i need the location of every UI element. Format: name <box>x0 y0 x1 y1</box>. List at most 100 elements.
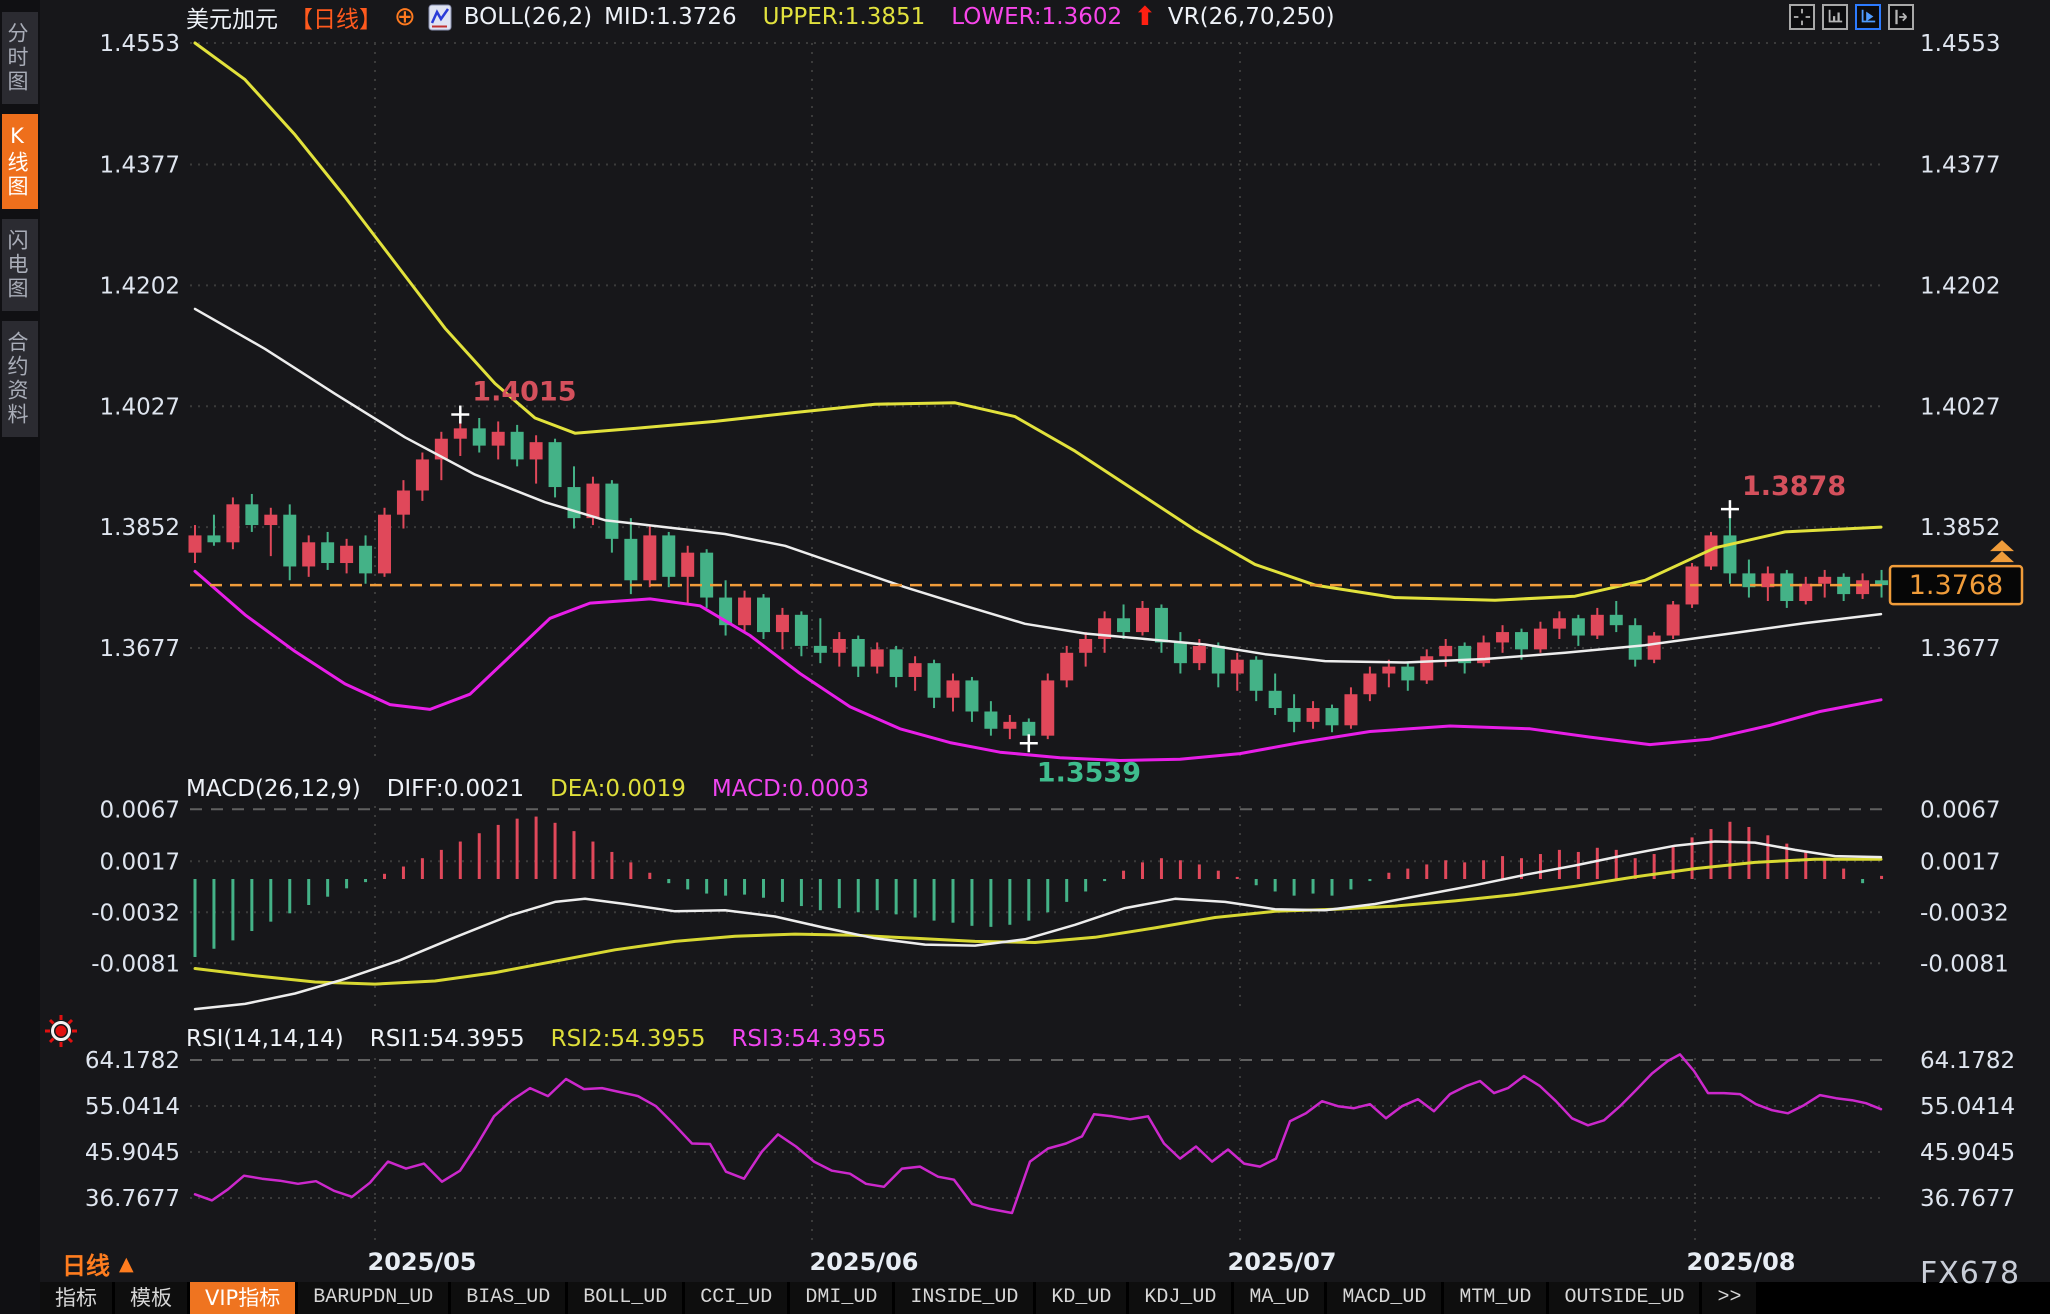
indicator-tab-mtmud[interactable]: MTM_UD <box>1444 1282 1550 1314</box>
sidebar-item-3[interactable]: 闪电图 <box>2 219 38 311</box>
svg-text:-0.0081: -0.0081 <box>91 951 180 977</box>
period-select[interactable]: 日线 ▲ <box>62 1246 134 1281</box>
indicator-tab-[interactable]: 模板 <box>115 1282 190 1314</box>
sidebar-item-2[interactable]: K线图 <box>2 114 38 209</box>
svg-text:64.1782: 64.1782 <box>1920 1048 2015 1074</box>
indicator-tab-insideud[interactable]: INSIDE_UD <box>895 1282 1037 1314</box>
rsi3-label: RSI3:54.3955 <box>731 1026 887 1052</box>
triangle-up-icon: ▲ <box>119 1252 134 1275</box>
svg-text:2025/07: 2025/07 <box>1228 1248 1337 1276</box>
svg-text:1.3878: 1.3878 <box>1742 471 1846 502</box>
shift-right-button[interactable] <box>1888 4 1914 30</box>
svg-text:45.9045: 45.9045 <box>85 1140 180 1166</box>
axis-labels: 1.4553 1.4553 1.4377 1.4377 1.4202 1.4202 1.40… <box>85 31 2015 1212</box>
indicator-tab-[interactable]: >> <box>1702 1282 1760 1314</box>
indicator-tab-cciud[interactable]: CCI_UD <box>685 1282 791 1314</box>
indicator-tab-outsideud[interactable]: OUTSIDE_UD <box>1549 1282 1703 1314</box>
main-chart-svg[interactable]: 1.4015 1.3878 1.3539 1.3768 1.4553 1.4553 1.43… <box>0 0 2050 1282</box>
svg-text:0.0017: 0.0017 <box>100 849 180 875</box>
svg-text:-0.0032: -0.0032 <box>91 900 180 926</box>
svg-text:55.0414: 55.0414 <box>85 1094 180 1120</box>
svg-text:1.4027: 1.4027 <box>1920 394 2000 420</box>
svg-text:1.4202: 1.4202 <box>1920 273 2000 299</box>
svg-text:0.0067: 0.0067 <box>100 797 180 823</box>
axis-scale-button[interactable] <box>1822 4 1848 30</box>
chart-toolbar <box>1789 4 1914 30</box>
svg-text:1.4377: 1.4377 <box>1920 153 2000 179</box>
rsi2-label: RSI2:54.3955 <box>550 1026 706 1052</box>
sidebar-item-4[interactable]: 合约资料 <box>2 321 38 437</box>
indicator-tab-biasud[interactable]: BIAS_UD <box>451 1282 569 1314</box>
rsi-name-label: RSI(14,14,14) <box>186 1026 344 1052</box>
svg-text:64.1782: 64.1782 <box>85 1048 180 1074</box>
period-select-label: 日线 <box>62 1252 110 1280</box>
svg-text:1.4553: 1.4553 <box>100 31 180 57</box>
alert-sun-icon[interactable] <box>44 1014 78 1052</box>
macd-diff-label: DIFF:0.0021 <box>386 776 525 802</box>
svg-text:0.0017: 0.0017 <box>1920 849 2000 875</box>
svg-text:55.0414: 55.0414 <box>1920 1094 2015 1120</box>
svg-text:1.4553: 1.4553 <box>1920 31 2000 57</box>
svg-text:0.0067: 0.0067 <box>1920 797 2000 823</box>
indicator-tab-vip[interactable]: VIP指标 <box>190 1282 299 1314</box>
add-circle-icon[interactable]: ⊕ <box>394 2 416 32</box>
auto-play-button[interactable] <box>1855 4 1881 30</box>
indicator-tab-bollud[interactable]: BOLL_UD <box>568 1282 686 1314</box>
svg-text:1.4015: 1.4015 <box>472 377 576 408</box>
svg-text:36.7677: 36.7677 <box>85 1186 180 1212</box>
macd-header: MACD(26,12,9) DIFF:0.0021 DEA:0.0019 MAC… <box>186 776 869 802</box>
svg-text:1.4027: 1.4027 <box>100 394 180 420</box>
svg-text:45.9045: 45.9045 <box>1920 1140 2015 1166</box>
svg-text:1.3677: 1.3677 <box>100 636 180 662</box>
rsi1-label: RSI1:54.3955 <box>369 1026 525 1052</box>
indicator-tab-kdud[interactable]: KD_UD <box>1036 1282 1130 1314</box>
price-annotations: 1.4015 1.3878 1.3539 <box>451 377 1846 788</box>
crosshair-button[interactable] <box>1789 4 1815 30</box>
svg-text:1.3677: 1.3677 <box>1920 636 2000 662</box>
svg-text:1.3539: 1.3539 <box>1037 757 1141 788</box>
indicator-tab-kdjud[interactable]: KDJ_UD <box>1129 1282 1235 1314</box>
svg-text:-0.0032: -0.0032 <box>1920 900 2009 926</box>
svg-text:1.3852: 1.3852 <box>100 515 180 541</box>
svg-text:1.4377: 1.4377 <box>100 153 180 179</box>
boll-upper-label: UPPER:1.3851 <box>762 4 926 30</box>
indicator-tab-barupdnud[interactable]: BARUPDN_UD <box>298 1282 452 1314</box>
up-arrow-icon: ⬆ <box>1134 2 1156 32</box>
svg-text:-0.0081: -0.0081 <box>1920 951 2009 977</box>
svg-text:1.4202: 1.4202 <box>100 273 180 299</box>
boll-label: BOLL(26,2) <box>463 4 593 30</box>
macd-name-label: MACD(26,12,9) <box>186 776 361 802</box>
indicator-tabbar: 指标 模板 VIP指标 BARUPDN_UD BIAS_UD BOLL_UD CCI_UD D… <box>40 1282 2050 1314</box>
sidebar: 分时图 K线图闪电图合约资料 <box>0 0 40 1314</box>
period-tag[interactable]: 【日线】 <box>290 7 382 33</box>
indicator-tab-[interactable]: 指标 <box>40 1282 115 1314</box>
svg-text:1.3768: 1.3768 <box>1909 570 2003 601</box>
boll-mid-label: MID:1.3726 <box>604 4 737 30</box>
macd-value-label: MACD:0.0003 <box>711 776 870 802</box>
x-axis-labels: 2025/05 2025/06 2025/07 2025/08 <box>368 1248 1796 1276</box>
rsi-pane <box>193 1053 1883 1215</box>
indicator-tab-maud[interactable]: MA_UD <box>1234 1282 1328 1314</box>
boll-lower-label: LOWER:1.3602 <box>951 4 1123 30</box>
gridlines <box>190 42 1886 1242</box>
bollinger-bands <box>193 41 1883 762</box>
svg-text:1.3852: 1.3852 <box>1920 515 2000 541</box>
svg-text:2025/08: 2025/08 <box>1687 1248 1796 1276</box>
rsi-header: RSI(14,14,14) RSI1:54.3955 RSI2:54.3955 … <box>186 1026 886 1052</box>
chart-header: 美元加元 【日线】 ⊕ BOLL(26,2) MID:1.3726 UPPER:… <box>186 2 1335 33</box>
macd-pane <box>193 816 1884 1011</box>
sidebar-item-1[interactable]: 分时图 <box>2 12 38 104</box>
svg-text:36.7677: 36.7677 <box>1920 1186 2015 1212</box>
mini-chart-icon[interactable] <box>428 4 452 31</box>
macd-dea-label: DEA:0.0019 <box>550 776 686 802</box>
candles <box>188 414 1889 744</box>
last-price-marker: 1.3768 <box>190 540 2024 606</box>
symbol-title: 美元加元 <box>186 7 278 33</box>
indicator-tab-dmiud[interactable]: DMI_UD <box>790 1282 896 1314</box>
svg-text:2025/06: 2025/06 <box>810 1248 919 1276</box>
indicator-tab-macdud[interactable]: MACD_UD <box>1327 1282 1445 1314</box>
svg-text:2025/05: 2025/05 <box>368 1248 477 1276</box>
brand-watermark: FX678 <box>1920 1256 2021 1291</box>
vr-label: VR(26,70,250) <box>1167 4 1335 30</box>
